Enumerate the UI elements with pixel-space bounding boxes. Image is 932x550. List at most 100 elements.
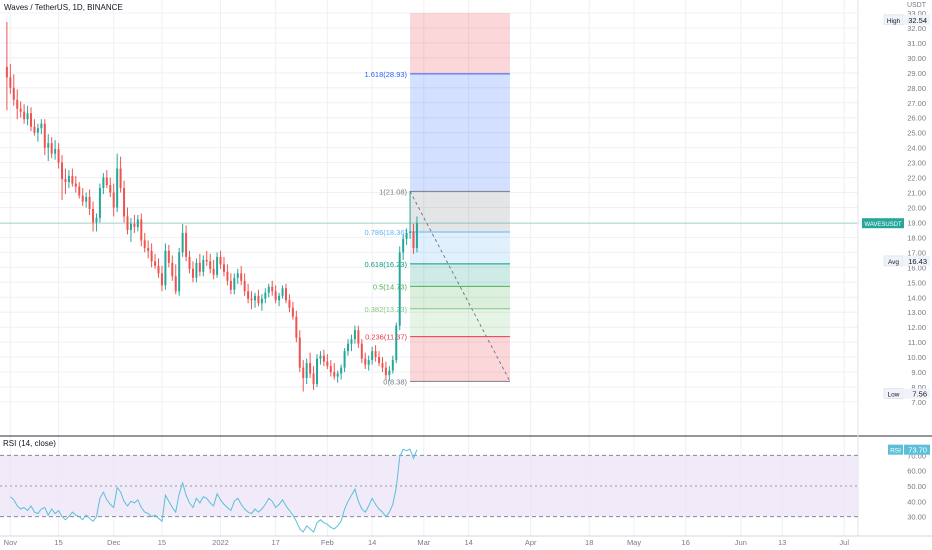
candle-body bbox=[129, 223, 132, 230]
candle-body bbox=[9, 77, 12, 88]
candle-body bbox=[409, 231, 412, 233]
time-tick-label: May bbox=[627, 538, 641, 547]
price-tick-label: 12.00 bbox=[907, 323, 926, 332]
candle-body bbox=[216, 256, 219, 275]
price-tick-label: 24.00 bbox=[907, 144, 926, 153]
candle-body bbox=[67, 176, 70, 183]
fib-level-label: 1(21.08) bbox=[379, 187, 407, 196]
candle-body bbox=[371, 351, 374, 361]
candle-body bbox=[205, 259, 208, 262]
price-tick-label: 32.00 bbox=[907, 24, 926, 33]
candle-body bbox=[322, 355, 325, 362]
candle-body bbox=[178, 252, 181, 292]
fib-zone bbox=[410, 232, 510, 264]
high-marker-value: 32.54 bbox=[908, 16, 927, 25]
candle-body bbox=[98, 188, 101, 218]
candle-body bbox=[57, 149, 60, 163]
candle-body bbox=[260, 298, 263, 304]
price-tick-label: 27.00 bbox=[907, 99, 926, 108]
fib-zone bbox=[410, 286, 510, 309]
rsi-tick-label: 40.00 bbox=[907, 497, 926, 506]
high-marker: High 32.54 bbox=[883, 14, 930, 26]
candle-body bbox=[336, 373, 339, 377]
price-tick-label: 10.00 bbox=[907, 353, 926, 362]
candle-body bbox=[202, 259, 205, 272]
candle-body bbox=[212, 268, 215, 275]
candle-body bbox=[109, 185, 112, 193]
candle-body bbox=[398, 252, 401, 326]
time-tick-label: 14 bbox=[464, 538, 472, 547]
candle-body bbox=[298, 337, 301, 368]
candle-body bbox=[253, 295, 256, 301]
candle-body bbox=[61, 162, 64, 180]
rsi-tick-label: 30.00 bbox=[907, 513, 926, 522]
time-tick-label: 15 bbox=[54, 538, 62, 547]
candle-body bbox=[112, 192, 115, 208]
fib-zone bbox=[410, 191, 510, 233]
rsi-value-box bbox=[904, 444, 930, 455]
candle-body bbox=[102, 177, 105, 189]
candle-body bbox=[291, 307, 294, 317]
candle-body bbox=[233, 277, 236, 290]
candle-body bbox=[191, 268, 194, 278]
symbol-last-label-box bbox=[862, 218, 904, 229]
fib-level-label: 0.786(18.36) bbox=[365, 228, 408, 237]
candle-body bbox=[5, 66, 8, 78]
candle-body bbox=[350, 339, 353, 344]
time-tick-label: Mar bbox=[417, 538, 430, 547]
candle-body bbox=[154, 261, 157, 266]
candle-body bbox=[26, 113, 29, 120]
low-marker-tag bbox=[883, 388, 904, 399]
candle-body bbox=[340, 367, 343, 374]
low-marker-value-box bbox=[904, 388, 930, 399]
rsi-indicator-title[interactable]: RSI (14, close) bbox=[3, 439, 56, 448]
candle-body bbox=[388, 370, 391, 376]
candle-body bbox=[185, 232, 188, 257]
fib-zone bbox=[410, 13, 510, 74]
fib-zone bbox=[410, 308, 510, 337]
time-tick-label: Dec bbox=[107, 538, 121, 547]
symbol-title[interactable]: Waves / TetherUS, 1D, BINANCE bbox=[4, 3, 123, 12]
high-marker-tag-text: High bbox=[887, 18, 901, 25]
rsi-tag-text: RSI bbox=[890, 448, 901, 455]
candle-body bbox=[40, 123, 43, 129]
candle-body bbox=[92, 208, 95, 223]
candle-body bbox=[395, 325, 398, 361]
time-tick-label: Jun bbox=[735, 538, 747, 547]
fib-level-label: 0.236(11.37) bbox=[365, 333, 407, 342]
price-tick-label: 14.00 bbox=[907, 293, 926, 302]
rsi-pane bbox=[0, 448, 858, 533]
rsi-tick-label: 50.00 bbox=[907, 482, 926, 491]
fib-level-label: 0.382(13.23) bbox=[365, 305, 408, 314]
candle-body bbox=[74, 183, 77, 187]
price-tick-label: 8.00 bbox=[911, 383, 926, 392]
candle-body bbox=[78, 186, 81, 196]
candle-body bbox=[36, 128, 39, 133]
candle-body bbox=[12, 87, 15, 100]
price-tick-label: 19.00 bbox=[907, 218, 926, 227]
candle-body bbox=[171, 262, 174, 277]
time-tick-label: 15 bbox=[158, 538, 166, 547]
candle-body bbox=[229, 280, 232, 290]
candle-body bbox=[353, 330, 356, 340]
candle-body bbox=[116, 168, 119, 208]
price-tick-label: 15.00 bbox=[907, 278, 926, 287]
candle-body bbox=[222, 264, 225, 272]
high-marker-tag bbox=[883, 14, 904, 26]
candle-body bbox=[226, 271, 229, 281]
grid-lines bbox=[0, 0, 858, 536]
price-tick-label: 16.00 bbox=[907, 263, 926, 272]
candle-body bbox=[364, 358, 367, 365]
candle-body bbox=[136, 219, 139, 227]
candle-body bbox=[236, 273, 239, 278]
candle-body bbox=[281, 288, 284, 296]
candle-body bbox=[133, 223, 136, 227]
fib-zone bbox=[410, 263, 510, 287]
time-tick-label: 2022 bbox=[212, 538, 229, 547]
candle-body bbox=[181, 232, 184, 253]
time-tick-label: 17 bbox=[271, 538, 279, 547]
price-tick-label: 7.00 bbox=[911, 398, 926, 407]
avg-marker: Avg 16.43 bbox=[883, 255, 930, 267]
avg-marker-value-box bbox=[904, 255, 930, 266]
fib-zone bbox=[410, 336, 510, 382]
